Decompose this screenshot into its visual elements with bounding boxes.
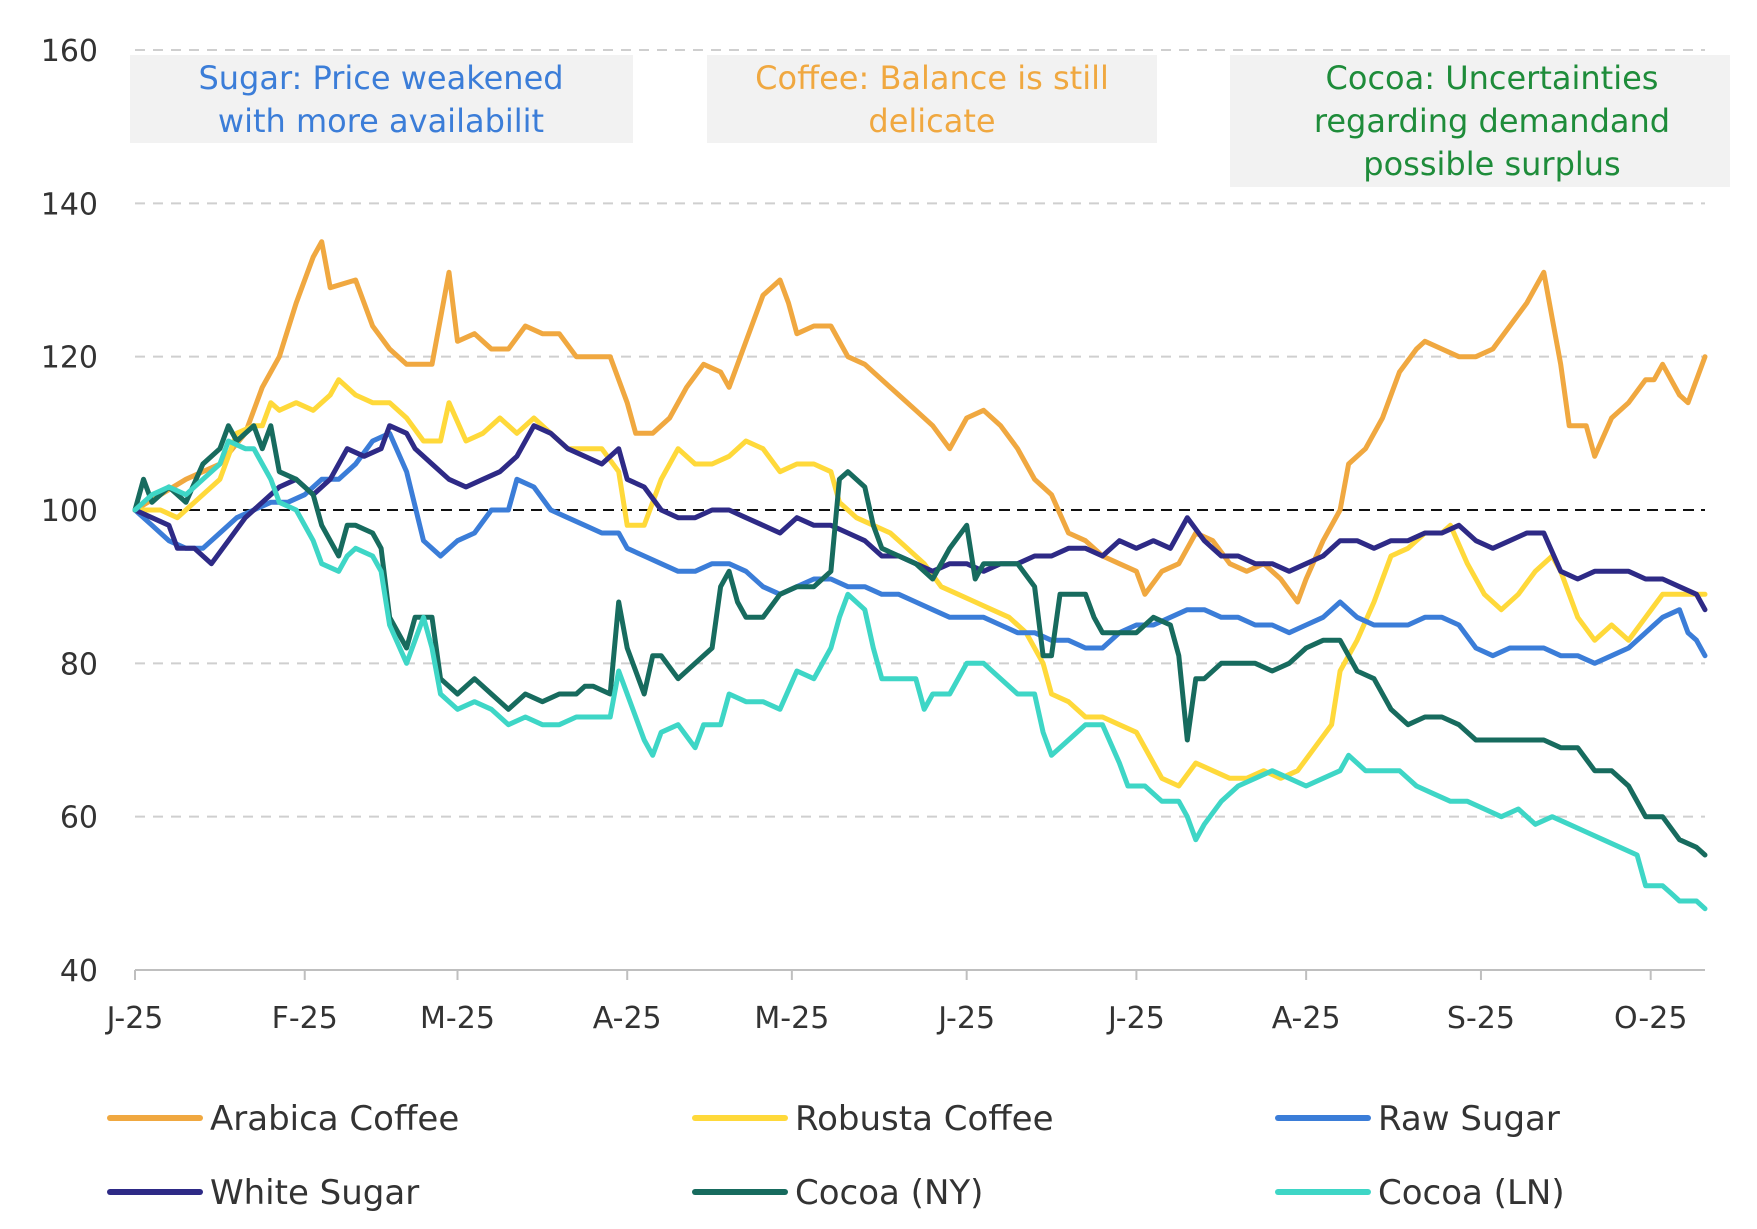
legend-label: Raw Sugar bbox=[1378, 1099, 1560, 1139]
y-tick-label: 40 bbox=[60, 954, 98, 989]
annotation-text: possible surplus bbox=[1363, 145, 1620, 183]
annotation-text: delicate bbox=[868, 102, 995, 140]
x-tick-label: A-25 bbox=[1272, 1001, 1341, 1036]
x-tick-label: O-25 bbox=[1614, 1001, 1687, 1036]
legend-label: Arabica Coffee bbox=[210, 1099, 459, 1139]
annotation-box bbox=[130, 55, 633, 143]
annotation-text: Cocoa: Uncertainties bbox=[1326, 59, 1659, 97]
series-lines bbox=[132, 239, 1708, 912]
series-line-white-sugar bbox=[132, 423, 1708, 613]
annotations: Sugar: Price weakened with more availabil… bbox=[130, 55, 1730, 187]
annotation-box bbox=[707, 55, 1157, 143]
y-tick-label: 120 bbox=[41, 341, 98, 376]
x-tick-label: J-25 bbox=[1106, 1001, 1165, 1036]
annotation-text: with more availabilit bbox=[218, 102, 544, 140]
x-tick-label: J-25 bbox=[936, 1001, 995, 1036]
x-tick-label: J-25 bbox=[105, 1001, 164, 1036]
x-tick-label: A-25 bbox=[593, 1001, 662, 1036]
legend-label: Robusta Coffee bbox=[795, 1099, 1054, 1139]
legend-label: Cocoa (LN) bbox=[1378, 1173, 1565, 1213]
x-tick-label: S-25 bbox=[1447, 1001, 1515, 1036]
series-line-cocoa-ln bbox=[132, 438, 1708, 912]
series-line-raw-sugar bbox=[132, 430, 1708, 666]
x-tick-label: M-25 bbox=[754, 1001, 829, 1036]
y-tick-label: 160 bbox=[41, 34, 98, 69]
legend-label: White Sugar bbox=[210, 1173, 419, 1213]
y-tick-label: 140 bbox=[41, 187, 98, 222]
legend: Arabica Coffee Robusta Coffee Raw Sugar Whi… bbox=[107, 1099, 1565, 1213]
series-line-arabica-coffee bbox=[132, 239, 1708, 605]
annotation-text: Coffee: Balance is still bbox=[755, 59, 1109, 97]
axes: 40 60 80 100 120 140 160 J-25 F-25 M-25 A-25 M-25 J-… bbox=[41, 34, 1705, 1036]
annotation-text: regarding demandand bbox=[1314, 102, 1670, 140]
annotation-box bbox=[1230, 55, 1730, 187]
y-tick-label: 100 bbox=[41, 494, 98, 529]
y-tick-label: 80 bbox=[60, 647, 98, 682]
series-line-cocoa-ny bbox=[132, 423, 1708, 858]
x-tick-label: M-25 bbox=[420, 1001, 495, 1036]
x-tick-label: F-25 bbox=[272, 1001, 338, 1036]
annotation-text: Sugar: Price weakened bbox=[198, 59, 563, 97]
legend-label: Cocoa (NY) bbox=[795, 1173, 983, 1213]
y-tick-label: 60 bbox=[60, 801, 98, 836]
